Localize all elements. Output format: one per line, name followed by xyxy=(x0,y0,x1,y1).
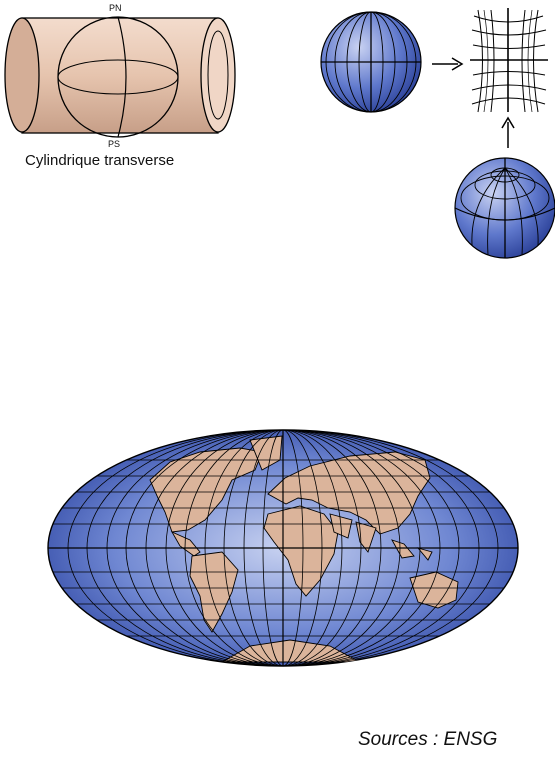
sphere-meridian xyxy=(117,16,127,138)
arrow-right xyxy=(432,57,464,71)
globe-bottom xyxy=(454,157,555,259)
north-pole-label: PN xyxy=(109,3,122,13)
projected-grid xyxy=(470,8,548,113)
cylinder-right-inner xyxy=(207,30,229,120)
projection-caption: Cylindrique transverse xyxy=(25,152,174,169)
parallels xyxy=(48,459,518,637)
continents xyxy=(48,430,518,666)
north-america xyxy=(149,447,263,533)
sphere-equator xyxy=(57,59,179,95)
world-map xyxy=(47,429,519,667)
new-guinea xyxy=(416,547,433,561)
arrow-up xyxy=(501,116,515,148)
globe-top xyxy=(320,11,422,113)
south-pole-label: PS xyxy=(108,139,120,149)
cylinder-left-end xyxy=(4,17,40,133)
cylinder-body xyxy=(21,17,219,134)
india xyxy=(355,521,377,553)
source-credit: Sources : ENSG xyxy=(358,729,498,750)
transverse-cylinder: PN PS Cylindrique transverse xyxy=(4,3,236,169)
eurasia xyxy=(267,451,431,535)
meridians xyxy=(67,430,499,666)
central-america xyxy=(170,531,201,557)
cylinder-right-end xyxy=(200,17,236,133)
